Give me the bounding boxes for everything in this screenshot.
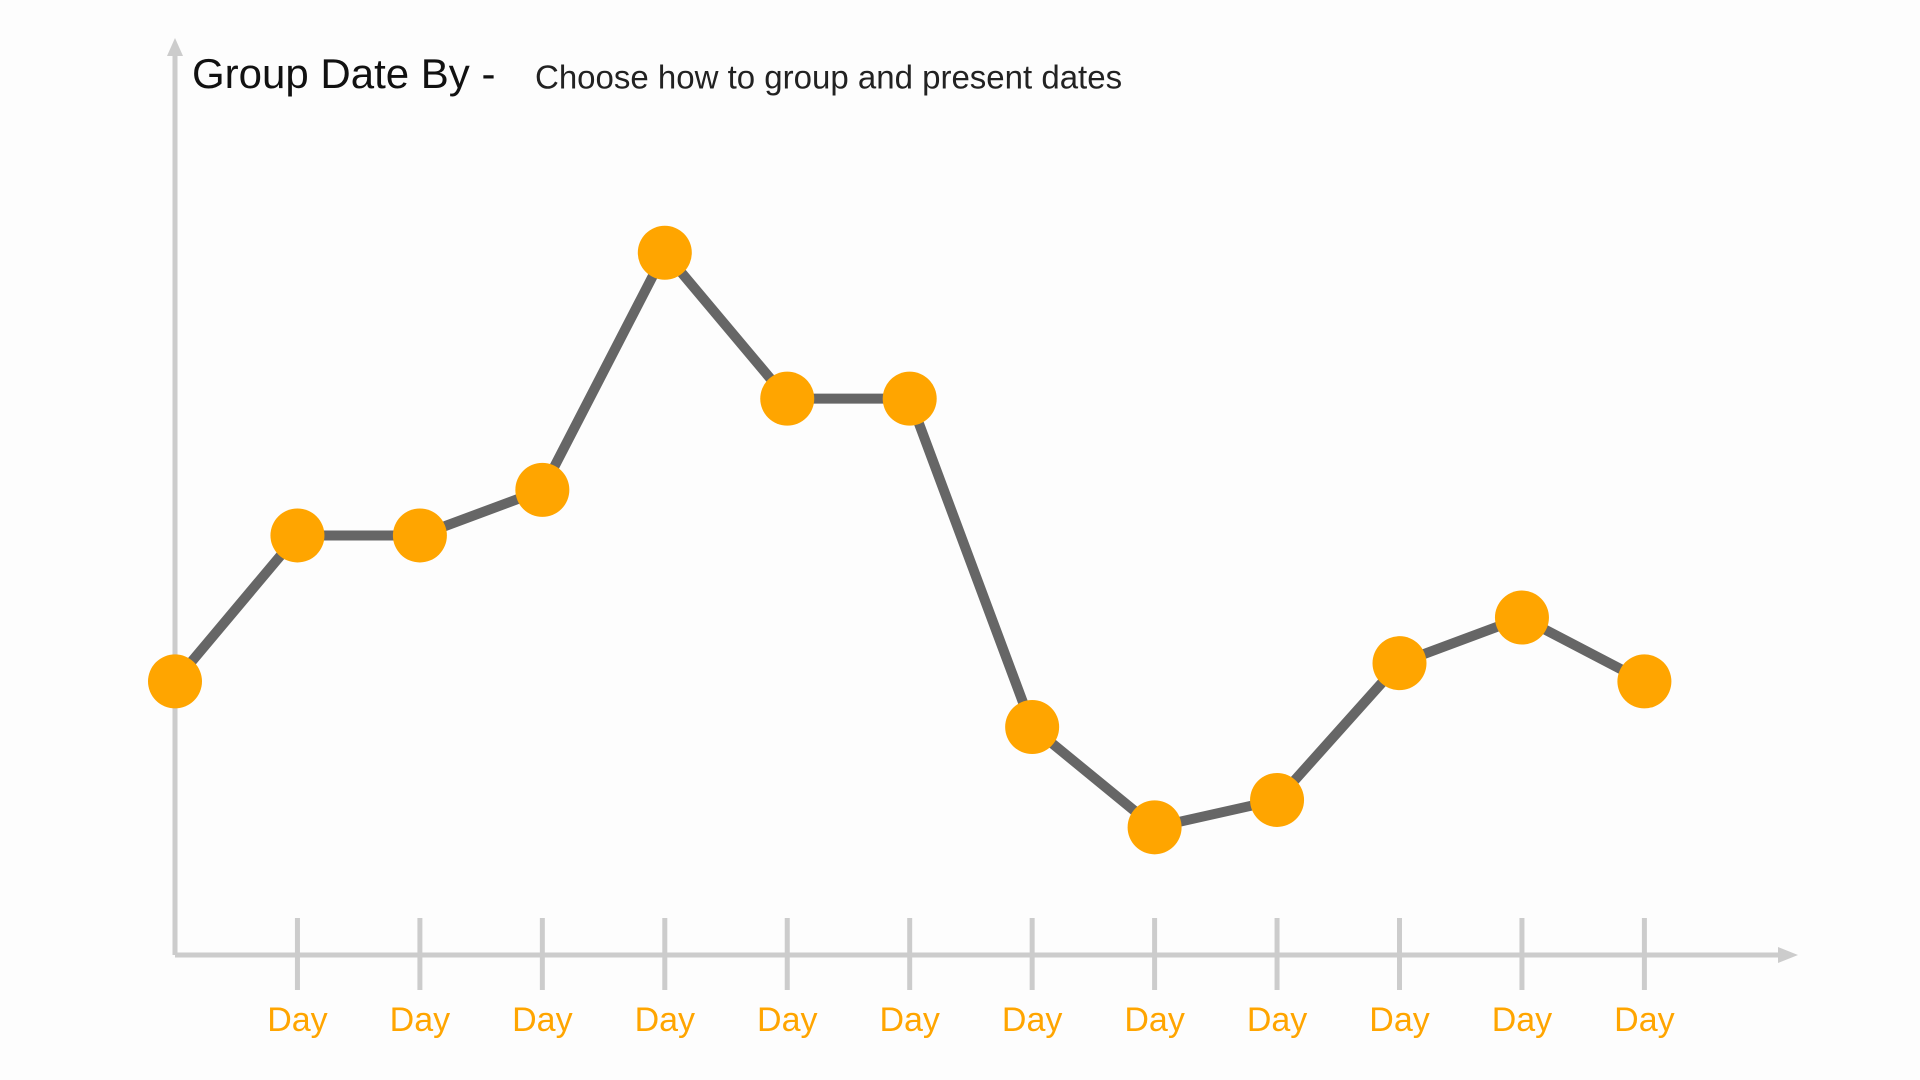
x-tick-label: Day [1247,1001,1307,1039]
marker [882,371,937,426]
marker [1372,636,1427,691]
marker [760,371,815,426]
x-tick-label: Day [1614,1001,1674,1039]
marker [1127,800,1182,855]
x-tick-label: Day [267,1001,327,1039]
marker [1617,654,1672,709]
x-tick-label: Day [390,1001,450,1039]
marker [515,462,570,517]
marker [1494,590,1549,645]
marker [392,508,447,563]
marker [637,225,692,280]
chart-title: Group Date By - [192,50,495,97]
chart-subtitle: Choose how to group and present dates [535,59,1122,96]
marker [1250,772,1305,827]
x-tick-label: Day [757,1001,817,1039]
y-axis-arrow [167,38,183,56]
x-tick-label: Day [1124,1001,1184,1039]
x-tick-label: Day [1492,1001,1552,1039]
x-axis-arrow [1778,947,1798,963]
x-tick-label: Day [879,1001,939,1039]
marker [1005,700,1060,754]
marker [270,508,325,563]
x-tick-label: Day [1002,1001,1062,1039]
x-tick-label: Day [512,1001,572,1039]
x-tick-label: Day [1369,1001,1429,1039]
x-tick-label: Day [635,1001,695,1039]
marker [148,654,202,709]
